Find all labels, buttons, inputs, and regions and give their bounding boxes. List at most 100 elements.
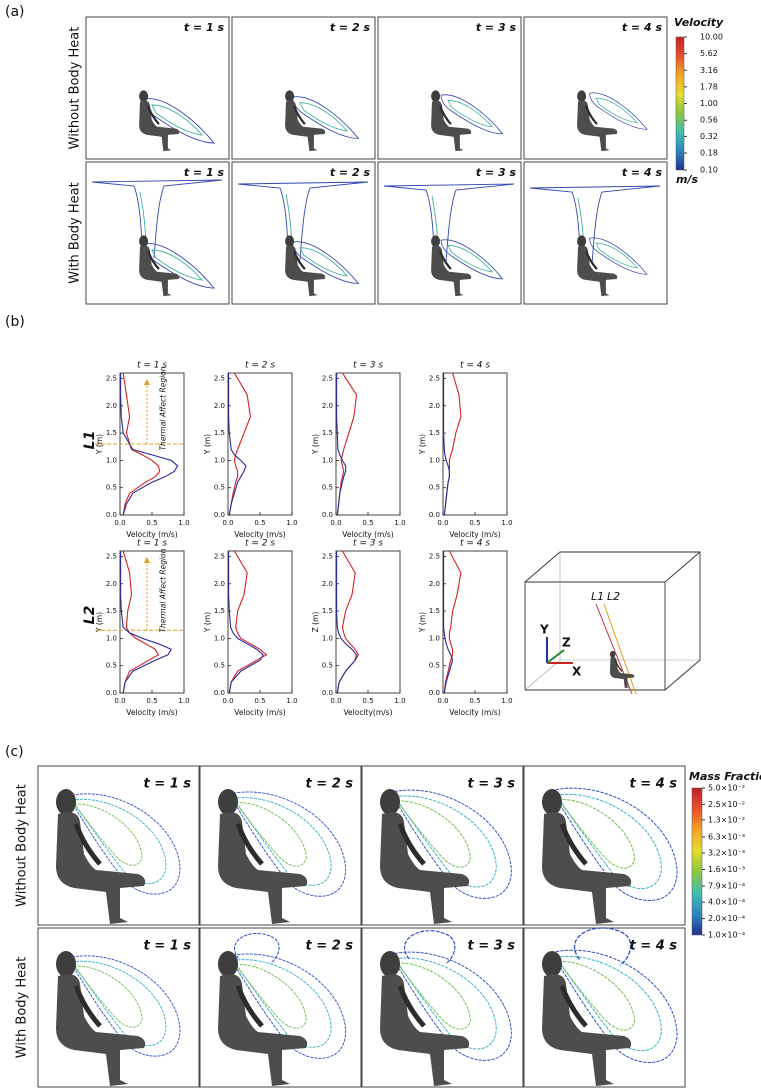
- time-label: t = 3 s: [476, 166, 517, 179]
- line-label: L2: [607, 590, 620, 603]
- plume: [91, 179, 223, 259]
- image-cell: t = 4 s: [523, 161, 668, 305]
- image-cell: t = 2 s: [231, 16, 376, 160]
- time-label: t = 2 s: [306, 939, 354, 954]
- y-axis-label: Y (m): [418, 612, 427, 633]
- row-label: Without Body Heat: [15, 784, 30, 907]
- y-tick-label: 2.5: [106, 374, 117, 382]
- y-tick-label: 1.0: [322, 456, 333, 464]
- colorbar-label: 0.32: [700, 132, 718, 141]
- y-tick-label: 2.5: [214, 374, 225, 382]
- profile-line: [336, 550, 360, 694]
- image-cell: t = 2 s: [231, 161, 376, 305]
- annotation: Thermal Affect Region: [159, 366, 168, 450]
- x-tick-label: 0.0: [222, 519, 233, 527]
- y-tick-label: 1.0: [322, 634, 333, 642]
- manikin: [283, 234, 327, 298]
- y-axis-label: Y (m): [311, 434, 320, 455]
- plume: [237, 181, 369, 261]
- manikin: [218, 951, 307, 1086]
- cell-frame: [361, 927, 524, 1088]
- y-tick-label: 0.5: [106, 484, 117, 492]
- y-tick-label: 2.0: [429, 402, 440, 410]
- y-tick-label: 2.0: [214, 580, 225, 588]
- x-tick-label: 1.0: [178, 697, 189, 705]
- image-cell: t = 4 s: [523, 927, 686, 1087]
- contour: [589, 237, 648, 275]
- y-tick-label: 2.0: [429, 580, 440, 588]
- cell-frame: [37, 927, 200, 1088]
- x-tick-label: 0.5: [254, 519, 265, 527]
- x-tick-label: 0.5: [146, 519, 157, 527]
- annotation: Thermal Affect Region: [159, 548, 168, 632]
- row-label: L1: [82, 431, 98, 450]
- image-cell: t = 1 s: [37, 927, 200, 1088]
- x-axis-label: Velocity (m/s): [126, 530, 177, 539]
- colorbar-label: 1.00: [700, 99, 718, 108]
- chart-title: t = 1 s: [137, 361, 167, 371]
- x-tick-label: 0.0: [437, 519, 448, 527]
- manikin: [283, 89, 327, 153]
- x-tick-label: 0.0: [437, 697, 448, 705]
- y-tick-label: 0.0: [429, 689, 440, 697]
- x-tick-label: 0.0: [114, 519, 125, 527]
- profile-line: [228, 373, 247, 516]
- y-tick-label: 0.0: [214, 689, 225, 697]
- y-axis-label: Y (m): [203, 434, 212, 455]
- cell-frame: [361, 765, 524, 926]
- image-cell: t = 4 s: [523, 16, 668, 160]
- plume: [383, 183, 515, 263]
- row-label: L2: [82, 606, 98, 625]
- x-tick-label: 1.0: [178, 519, 189, 527]
- y-tick-label: 2.0: [322, 402, 333, 410]
- line-label: L1: [591, 590, 604, 603]
- x-tick-label: 1.0: [286, 697, 297, 705]
- colorbar-label: 0.18: [700, 149, 718, 158]
- x-tick-label: 0.0: [114, 697, 125, 705]
- x-tick-label: 0.5: [254, 697, 265, 705]
- manikin: [137, 234, 181, 298]
- profile-line: [228, 372, 251, 516]
- contour: [143, 98, 215, 144]
- chart-title: t = 3 s: [353, 539, 383, 549]
- time-label: t = 3 s: [468, 777, 516, 792]
- colorbar-label: 2.0×10⁻⁴: [708, 914, 745, 923]
- axis-label: Y: [539, 623, 549, 637]
- region-arrow-head: [143, 557, 150, 563]
- y-tick-label: 2.5: [322, 374, 333, 382]
- cell-frame: [523, 161, 668, 305]
- x-tick-label: 1.0: [501, 697, 512, 705]
- y-tick-label: 1.5: [214, 429, 225, 437]
- cell-frame: [199, 765, 362, 926]
- profile-line: [443, 551, 454, 694]
- time-label: t = 4 s: [630, 777, 678, 792]
- x-axis-label: Velocity (m/s): [449, 530, 500, 539]
- colorbar-label: 7.9×10⁻⁴: [708, 882, 745, 891]
- time-label: t = 4 s: [630, 939, 678, 954]
- row-label: Without Body Heat: [68, 27, 83, 150]
- colorbar-label: 2.5×10⁻²: [708, 800, 745, 809]
- time-label: t = 2 s: [330, 166, 371, 179]
- manikin: [542, 789, 631, 924]
- profile-line: [120, 551, 172, 694]
- cell-frame: [85, 161, 230, 305]
- image-cell: t = 1 s: [85, 161, 230, 305]
- x-tick-label: 0.0: [222, 697, 233, 705]
- time-label: t = 1 s: [184, 21, 225, 34]
- manikin: [429, 234, 473, 298]
- y-tick-label: 2.5: [214, 552, 225, 560]
- y-tick-label: 0.5: [429, 662, 440, 670]
- y-tick-label: 2.5: [106, 552, 117, 560]
- y-tick-label: 2.5: [429, 552, 440, 560]
- y-tick-label: 0.0: [214, 511, 225, 519]
- x-tick-label: 1.0: [394, 697, 405, 705]
- y-tick-label: 0.0: [322, 511, 333, 519]
- x-axis-label: Velocity (m/s): [234, 708, 285, 717]
- image-cell: t = 3 s: [377, 161, 522, 305]
- time-label: t = 2 s: [306, 777, 354, 792]
- y-tick-label: 0.5: [322, 662, 333, 670]
- chart-title: t = 4 s: [460, 361, 490, 371]
- plume: [234, 932, 280, 964]
- chart-title: t = 3 s: [353, 361, 383, 371]
- row-label: With Body Heat: [15, 957, 30, 1058]
